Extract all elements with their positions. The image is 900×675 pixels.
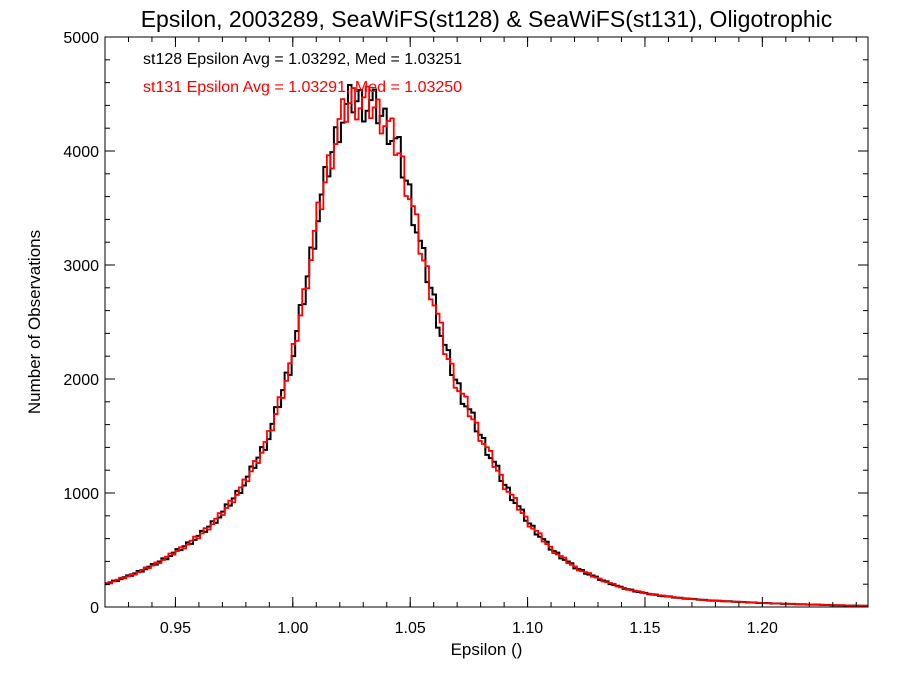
- y-tick-label: 2000: [63, 372, 99, 389]
- y-tick-label: 0: [90, 600, 99, 617]
- chart-title: Epsilon, 2003289, SeaWiFS(st128) & SeaWi…: [141, 6, 833, 32]
- y-tick-label: 5000: [63, 30, 99, 47]
- series-line-st131: [105, 85, 868, 607]
- y-axis: 0 1000 2000 3000 4000 5000: [63, 30, 868, 617]
- y-tick-label: 4000: [63, 144, 99, 161]
- x-tick-label: 0.95: [160, 620, 191, 637]
- series-layer: [105, 83, 868, 607]
- legend-entry-st128: st128 Epsilon Avg = 1.03292, Med = 1.032…: [143, 51, 462, 68]
- x-axis: 0.95 1.00 1.05 1.10 1.15 1.20: [104, 37, 857, 637]
- x-axis-label: Epsilon (): [451, 640, 523, 659]
- legend-entry-st131: st131 Epsilon Avg = 1.03291, Med = 1.032…: [143, 79, 462, 96]
- x-tick-label: 1.10: [512, 620, 543, 637]
- plot-frame: [104, 36, 869, 608]
- x-tick-label: 1.05: [395, 620, 426, 637]
- x-tick-label: 1.15: [629, 620, 660, 637]
- y-axis-label: Number of Observations: [25, 230, 44, 414]
- series-line-st128: [105, 83, 868, 607]
- y-tick-label: 1000: [63, 486, 99, 503]
- legend: st128 Epsilon Avg = 1.03292, Med = 1.032…: [143, 51, 462, 96]
- y-tick-label: 3000: [63, 258, 99, 275]
- x-tick-label: 1.20: [747, 620, 778, 637]
- x-tick-label: 1.00: [277, 620, 308, 637]
